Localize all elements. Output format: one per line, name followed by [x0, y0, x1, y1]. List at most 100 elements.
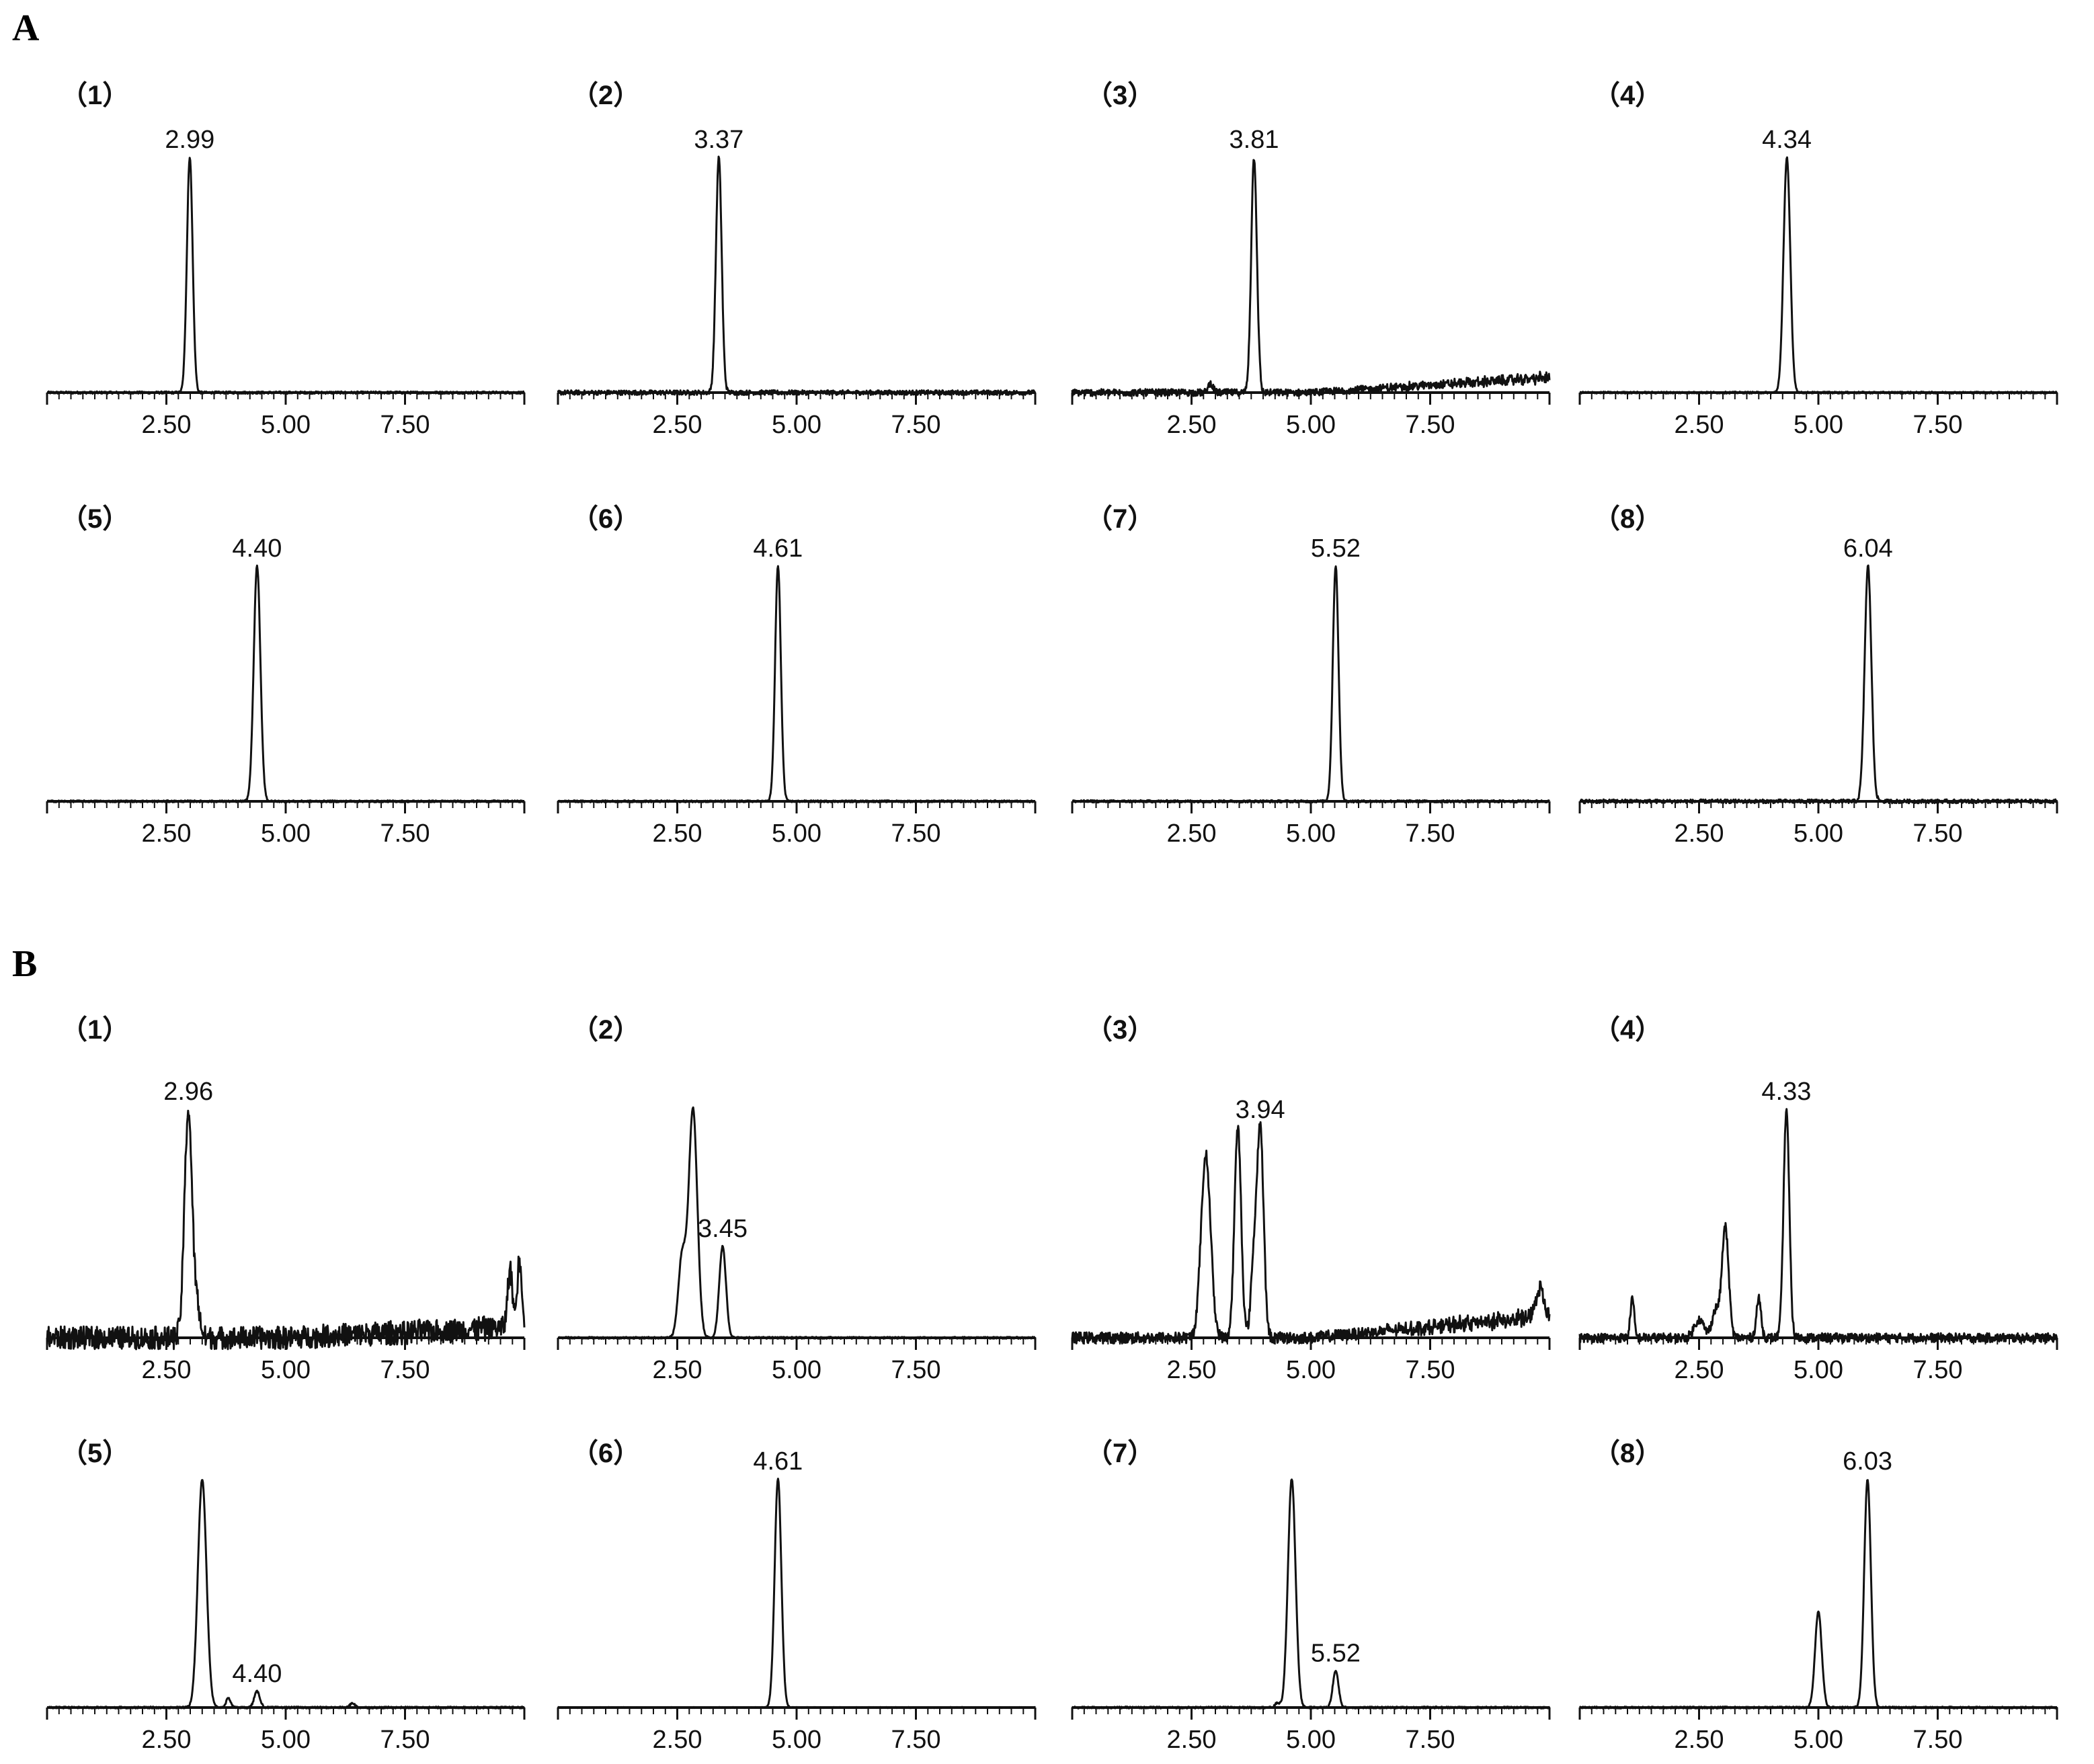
peak-label-a6: 4.61	[753, 534, 803, 563]
x-tick-label: 5.00	[261, 411, 311, 439]
chromatogram-panel: （1） 2.50 5.00 7.50 2.99	[46, 81, 526, 439]
x-axis-ticks	[1578, 1338, 2058, 1350]
chromatogram-panel: （3） 2.50 5.00 7.50 3.94	[1071, 1015, 1551, 1384]
peak-label-a5: 4.40	[232, 534, 282, 563]
peak-label-a7: 5.52	[1311, 534, 1361, 563]
trace-line-a4	[1579, 156, 2058, 395]
x-tick-label: 5.00	[261, 1726, 311, 1754]
chromatogram-panel: （4） 2.50 5.00 7.50 4.34	[1578, 81, 2058, 439]
x-tick-label: 5.00	[1286, 1356, 1336, 1384]
peak-label-b13: 4.40	[232, 1660, 282, 1688]
x-tick-label: 2.50	[142, 411, 192, 439]
x-axis-ticks	[557, 1708, 1037, 1720]
x-tick-label: 5.00	[261, 1356, 311, 1384]
x-tick-label: 7.50	[1913, 1356, 1963, 1384]
x-axis-ticks	[46, 801, 526, 813]
panel-label-b9: （1）	[61, 1015, 129, 1045]
panel-label-a8: （8）	[1593, 504, 1662, 534]
x-tick-label: 2.50	[1167, 411, 1217, 439]
x-tick-label: 7.50	[1913, 819, 1963, 848]
trace-line-a7	[1072, 565, 1551, 804]
x-tick-label: 5.00	[772, 411, 821, 439]
x-tick-label: 5.00	[1794, 411, 1843, 439]
trace-line-b9	[46, 1109, 526, 1351]
panel-label-b10: （2）	[571, 1015, 640, 1045]
trace-line-b15	[1071, 1478, 1551, 1710]
x-tick-label: 2.50	[1675, 819, 1724, 848]
panel-label-a6: （6）	[571, 504, 640, 534]
x-tick-label: 7.50	[891, 819, 941, 848]
section-label-a: A	[12, 7, 40, 49]
trace-line-a3	[1071, 159, 1551, 397]
peak-label-b14: 4.61	[753, 1447, 803, 1476]
x-tick-label: 7.50	[380, 411, 430, 439]
trace-line-b16	[1578, 1479, 2058, 1710]
x-tick-label: 5.00	[1286, 1726, 1336, 1754]
x-tick-label: 2.50	[142, 1356, 192, 1384]
x-tick-label: 2.50	[653, 411, 702, 439]
panel-label-a3: （3）	[1086, 81, 1154, 110]
panel-label-b16: （8）	[1593, 1439, 1662, 1468]
x-tick-label: 5.00	[1286, 411, 1336, 439]
panel-label-a4: （4）	[1593, 81, 1662, 110]
x-tick-label: 2.50	[1167, 1356, 1217, 1384]
panel-label-a7: （7）	[1086, 504, 1154, 534]
x-tick-label: 7.50	[1406, 1356, 1455, 1384]
x-axis-ticks	[1578, 801, 2058, 813]
trace-line-a5	[46, 564, 526, 803]
peak-label-a4: 4.34	[1762, 126, 1812, 154]
peak-label-a3: 3.81	[1230, 126, 1279, 154]
x-tick-label: 2.50	[142, 819, 192, 848]
panel-label-a5: （5）	[61, 504, 129, 534]
chromatogram-panel: （7） 2.50 5.00 7.50 5.52	[1071, 504, 1551, 848]
chromatogram-panel: （8） 2.50 5.00 7.50 6.04	[1578, 504, 2058, 848]
x-tick-label: 2.50	[653, 1356, 702, 1384]
peak-label-b10: 3.45	[698, 1215, 748, 1243]
chromatogram-panel: （7） 2.50 5.00 7.50 5.52	[1071, 1439, 1551, 1754]
chromatogram-panel: （1） 2.50 5.00 7.50 2.96	[46, 1015, 526, 1384]
x-tick-label: 2.50	[653, 819, 702, 848]
panel-label-b14: （6）	[571, 1439, 640, 1468]
x-axis-ticks	[1071, 1708, 1551, 1720]
peak-label-a2: 3.37	[694, 126, 743, 154]
x-tick-label: 7.50	[380, 1726, 430, 1754]
chromatogram-panel: （5） 2.50 5.00 7.50 4.40	[46, 1439, 526, 1754]
x-axis-ticks	[46, 1708, 526, 1720]
peak-label-b9: 2.96	[163, 1078, 213, 1106]
x-tick-label: 2.50	[653, 1726, 702, 1754]
peak-label-b16: 6.03	[1843, 1447, 1892, 1476]
x-axis-ticks	[46, 393, 526, 405]
x-tick-label: 7.50	[1406, 1726, 1455, 1754]
x-tick-label: 2.50	[1675, 1356, 1724, 1384]
trace-line-a1	[46, 157, 525, 395]
x-axis-ticks	[1071, 801, 1551, 813]
chromatogram-panel: （4） 2.50 5.00 7.50 4.33	[1578, 1015, 2058, 1384]
x-tick-label: 2.50	[1675, 1726, 1724, 1754]
panel-label-b15: （7）	[1086, 1439, 1154, 1468]
x-tick-label: 7.50	[1406, 411, 1455, 439]
x-axis-ticks	[557, 393, 1037, 405]
x-axis-ticks	[557, 801, 1037, 813]
x-tick-label: 2.50	[1167, 819, 1217, 848]
peak-label-b15: 5.52	[1311, 1640, 1361, 1668]
trace-line-a6	[557, 565, 1037, 803]
x-tick-label: 5.00	[1794, 1356, 1843, 1384]
trace-line-b10	[557, 1106, 1037, 1340]
x-tick-label: 2.50	[142, 1726, 192, 1754]
x-tick-label: 5.00	[772, 819, 821, 848]
x-tick-label: 2.50	[1167, 1726, 1217, 1754]
trace-line-b11	[1071, 1121, 1551, 1345]
chromatogram-panel: （2） 2.50 5.00 7.50 3.45	[557, 1015, 1037, 1384]
x-axis-ticks	[1071, 1338, 1551, 1350]
trace-line-b12	[1578, 1108, 2058, 1344]
panels-group: （1） 2.50 5.00 7.50 2.99 （2） 2.50 5.00 7.50 3.37 （3…	[46, 81, 2058, 1754]
x-axis-ticks	[1578, 393, 2058, 405]
panel-label-b12: （4）	[1593, 1015, 1662, 1045]
panel-label-b11: （3）	[1086, 1015, 1154, 1045]
x-tick-label: 7.50	[1913, 411, 1963, 439]
peak-label-b12: 4.33	[1761, 1078, 1811, 1106]
x-axis-ticks	[557, 1338, 1037, 1350]
x-tick-label: 7.50	[1913, 1726, 1963, 1754]
x-tick-label: 7.50	[891, 1356, 941, 1384]
